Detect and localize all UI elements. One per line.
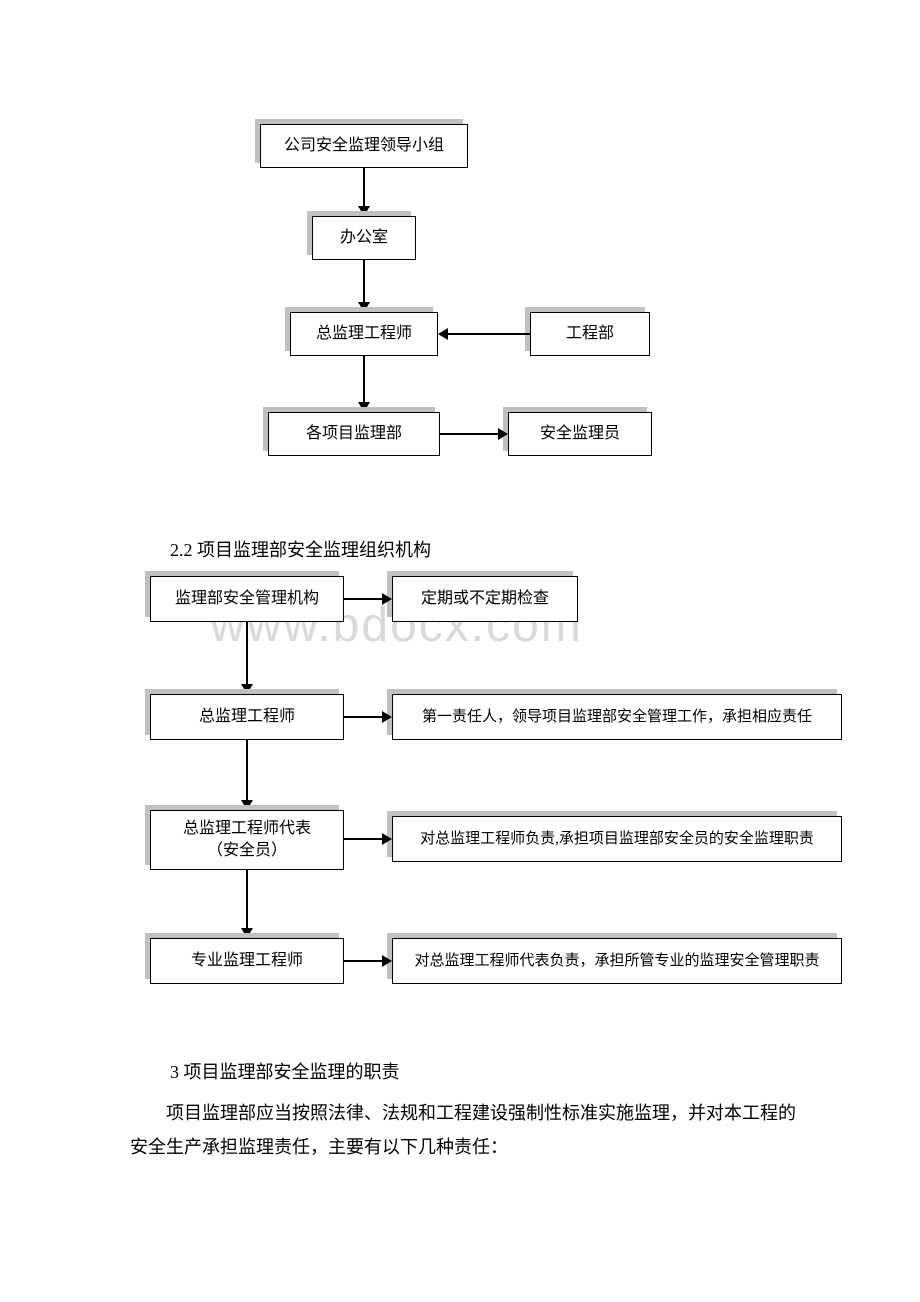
- edge-line: [344, 838, 382, 840]
- node-chief-desc: 第一责任人，领导项目监理部安全管理工作，承担相应责任: [392, 694, 842, 740]
- node-label: 各项目监理部: [306, 423, 402, 445]
- edge-line: [344, 716, 382, 718]
- node-label: 对总监理工程师代表负责，承担所管专业的监理安全管理职责: [414, 951, 819, 972]
- edge-arrowhead: [382, 955, 392, 967]
- node-label: 办公室: [340, 227, 388, 249]
- node-label: 公司安全监理领导小组: [284, 135, 444, 157]
- node-label: 总监理工程师代表 （安全员）: [183, 818, 311, 863]
- section-2-2-title: 2.2 项目监理部安全监理组织机构: [170, 536, 431, 562]
- edge-line: [440, 433, 498, 435]
- node-label: 工程部: [566, 323, 614, 345]
- node-label: 对总监理工程师负责,承担项目监理部安全员的安全监理职责: [420, 829, 814, 850]
- node-company-group: 公司安全监理领导小组: [260, 124, 468, 168]
- edge-line: [363, 356, 365, 404]
- node-inspection: 定期或不定期检查: [392, 576, 578, 622]
- node-label: 监理部安全管理机构: [175, 588, 319, 610]
- edge-line: [246, 740, 248, 802]
- edge-line: [363, 168, 365, 208]
- node-specialist: 专业监理工程师: [150, 938, 344, 984]
- node-label: 总监理工程师: [316, 323, 412, 345]
- edge-line: [246, 870, 248, 930]
- node-label: 专业监理工程师: [191, 950, 303, 972]
- edge-line: [344, 960, 382, 962]
- paragraph-text: 项目监理部应当按照法律、法规和工程建设强制性标准实施监理，并对本工程的安全生产承…: [130, 1096, 810, 1164]
- node-safety-supervisor: 安全监理员: [508, 412, 652, 456]
- node-specialist-desc: 对总监理工程师代表负责，承担所管专业的监理安全管理职责: [392, 938, 842, 984]
- edge-arrowhead: [498, 428, 508, 440]
- node-office: 办公室: [312, 216, 416, 260]
- edge-arrowhead: [382, 833, 392, 845]
- edge-line: [344, 598, 382, 600]
- edge-arrowhead: [382, 593, 392, 605]
- edge-arrowhead: [382, 711, 392, 723]
- node-chief-rep: 总监理工程师代表 （安全员）: [150, 810, 344, 870]
- node-label: 定期或不定期检查: [421, 588, 549, 610]
- node-label: 安全监理员: [540, 423, 620, 445]
- node-label: 第一责任人，领导项目监理部安全管理工作，承担相应责任: [422, 707, 812, 728]
- node-safety-org: 监理部安全管理机构: [150, 576, 344, 622]
- node-chief-engineer-2: 总监理工程师: [150, 694, 344, 740]
- edge-arrowhead: [438, 328, 448, 340]
- node-chief-engineer: 总监理工程师: [290, 312, 438, 356]
- node-engineering-dept: 工程部: [530, 312, 650, 356]
- edge-line: [363, 260, 365, 304]
- edge-line: [246, 622, 248, 686]
- section-3-title: 3 项目监理部安全监理的职责: [170, 1058, 400, 1084]
- node-label: 总监理工程师: [199, 706, 295, 728]
- node-chief-rep-desc: 对总监理工程师负责,承担项目监理部安全员的安全监理职责: [392, 816, 842, 862]
- node-project-dept: 各项目监理部: [268, 412, 440, 456]
- page-container: www.bdocx.com 公司安全监理领导小组 办公室 总监理工程师 工程部 …: [0, 0, 920, 1302]
- edge-line: [448, 333, 530, 335]
